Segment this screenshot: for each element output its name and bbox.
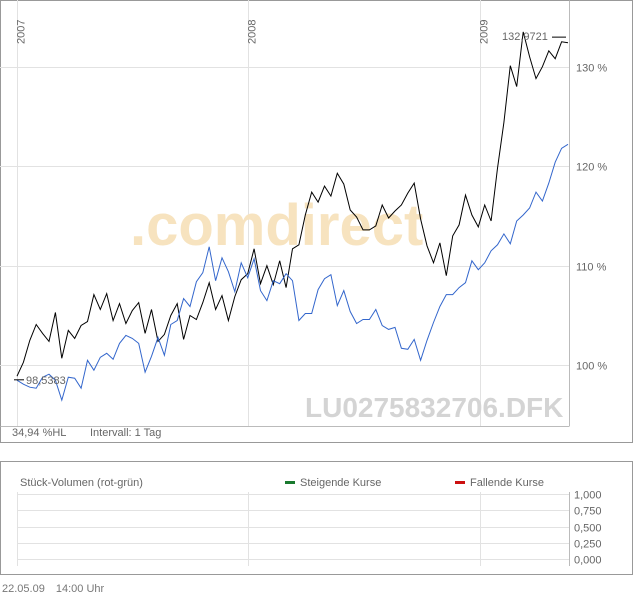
volume-y-tick-label: 0,250 <box>574 539 602 551</box>
y-tick-label: 120 % <box>576 162 607 174</box>
volume-chart-frame <box>0 461 633 575</box>
volume-y-tick-label: 0,000 <box>574 555 602 567</box>
start-annotation: 98,5383 <box>26 375 66 387</box>
footer-time: 14:00 Uhr <box>55 583 105 595</box>
footer-timestamp: 22.05.09 14:00 Uhr <box>2 583 112 595</box>
legend-falling-swatch <box>455 481 465 484</box>
price-grid <box>0 0 569 426</box>
y-tick-label: 100 % <box>576 361 607 373</box>
volume-y-tick-label: 0,500 <box>574 523 602 535</box>
volume-y-tick-label: 1,000 <box>574 490 602 502</box>
volume-y-labels: 1,000 0,750 0,500 0,250 0,000 <box>574 490 602 567</box>
series-line-black <box>16 31 569 377</box>
range-label: 34,94 %HL <box>12 427 66 439</box>
price-chart-frame <box>0 0 633 443</box>
volume-title: Stück-Volumen (rot-grün) <box>20 477 143 489</box>
legend-falling-label: Fallende Kurse <box>470 477 544 489</box>
series-line-blue <box>16 143 569 402</box>
volume-grid <box>17 492 569 566</box>
year-label: 2008 <box>247 20 259 44</box>
legend-rising-swatch <box>285 481 295 484</box>
watermark: .comdirect <box>130 193 423 258</box>
year-label: 2007 <box>16 20 28 44</box>
y-tick-label: 130 % <box>576 63 607 75</box>
legend-rising-label: Steigende Kurse <box>300 477 381 489</box>
interval-label: Intervall: 1 Tag <box>90 427 161 439</box>
instrument-label: LU0275832706.DFK <box>305 392 563 423</box>
max-annotation: 132,9721 <box>502 31 548 43</box>
year-labels: 2007 2008 2009 <box>16 20 491 44</box>
footer-date: 22.05.09 <box>2 583 45 595</box>
price-y-labels: 100 % 110 % 120 % 130 % <box>576 63 607 373</box>
volume-y-tick-label: 0,750 <box>574 506 602 518</box>
year-label: 2009 <box>479 20 491 44</box>
y-tick-label: 110 % <box>576 262 607 274</box>
